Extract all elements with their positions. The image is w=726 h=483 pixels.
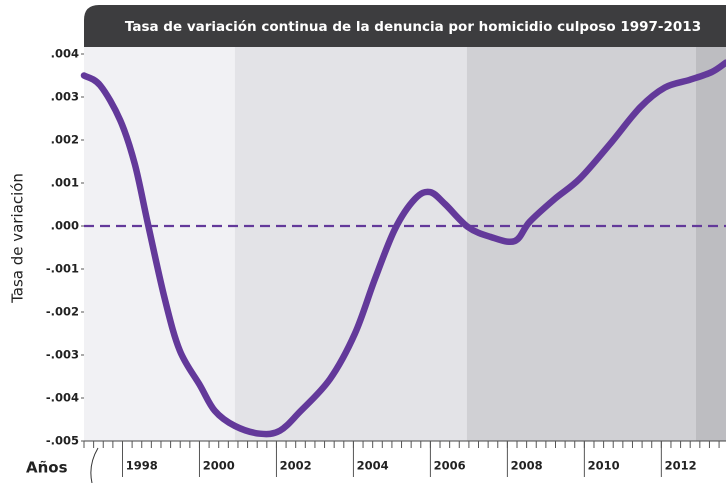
y-axis-label: Tasa de variación — [9, 173, 27, 304]
x-tick-label: 2002 — [280, 459, 312, 473]
y-tick-label: .003 — [51, 90, 79, 104]
y-tick-label: -.004 — [46, 391, 79, 405]
y-tick-label: -.002 — [46, 305, 79, 319]
y-tick-label: -.001 — [46, 262, 79, 276]
background-bands — [84, 47, 726, 441]
y-tick-label: .001 — [51, 176, 79, 190]
y-tick-label: -.005 — [46, 434, 79, 448]
x-tick-label: 2012 — [665, 459, 697, 473]
x-tick-label: 2000 — [203, 459, 235, 473]
chart-title: Tasa de variación continua de la denunci… — [125, 19, 701, 35]
line-series — [80, 59, 726, 438]
x-axis-label: Años — [26, 459, 68, 477]
band — [84, 47, 235, 441]
y-tick-label: -.003 — [46, 348, 79, 362]
band — [234, 47, 467, 441]
y-tick-label: .002 — [51, 133, 79, 147]
x-tick-label: 2006 — [434, 459, 466, 473]
x-tick-label: 2010 — [588, 459, 620, 473]
x-tick-label: 1998 — [126, 459, 158, 473]
band — [695, 47, 726, 441]
title-bar — [84, 5, 726, 47]
x-tick-label: 2004 — [357, 459, 389, 473]
axes: .004 .003 .002 .001 .000 -.001 -.002 -.003 -.004… — [46, 47, 726, 477]
x-tick-label: 2008 — [511, 459, 543, 473]
lines — [80, 59, 726, 438]
y-tick-label: .004 — [51, 47, 79, 61]
band — [466, 47, 696, 441]
axis-ornament — [90, 447, 99, 483]
y-tick-label: .000 — [51, 219, 79, 233]
